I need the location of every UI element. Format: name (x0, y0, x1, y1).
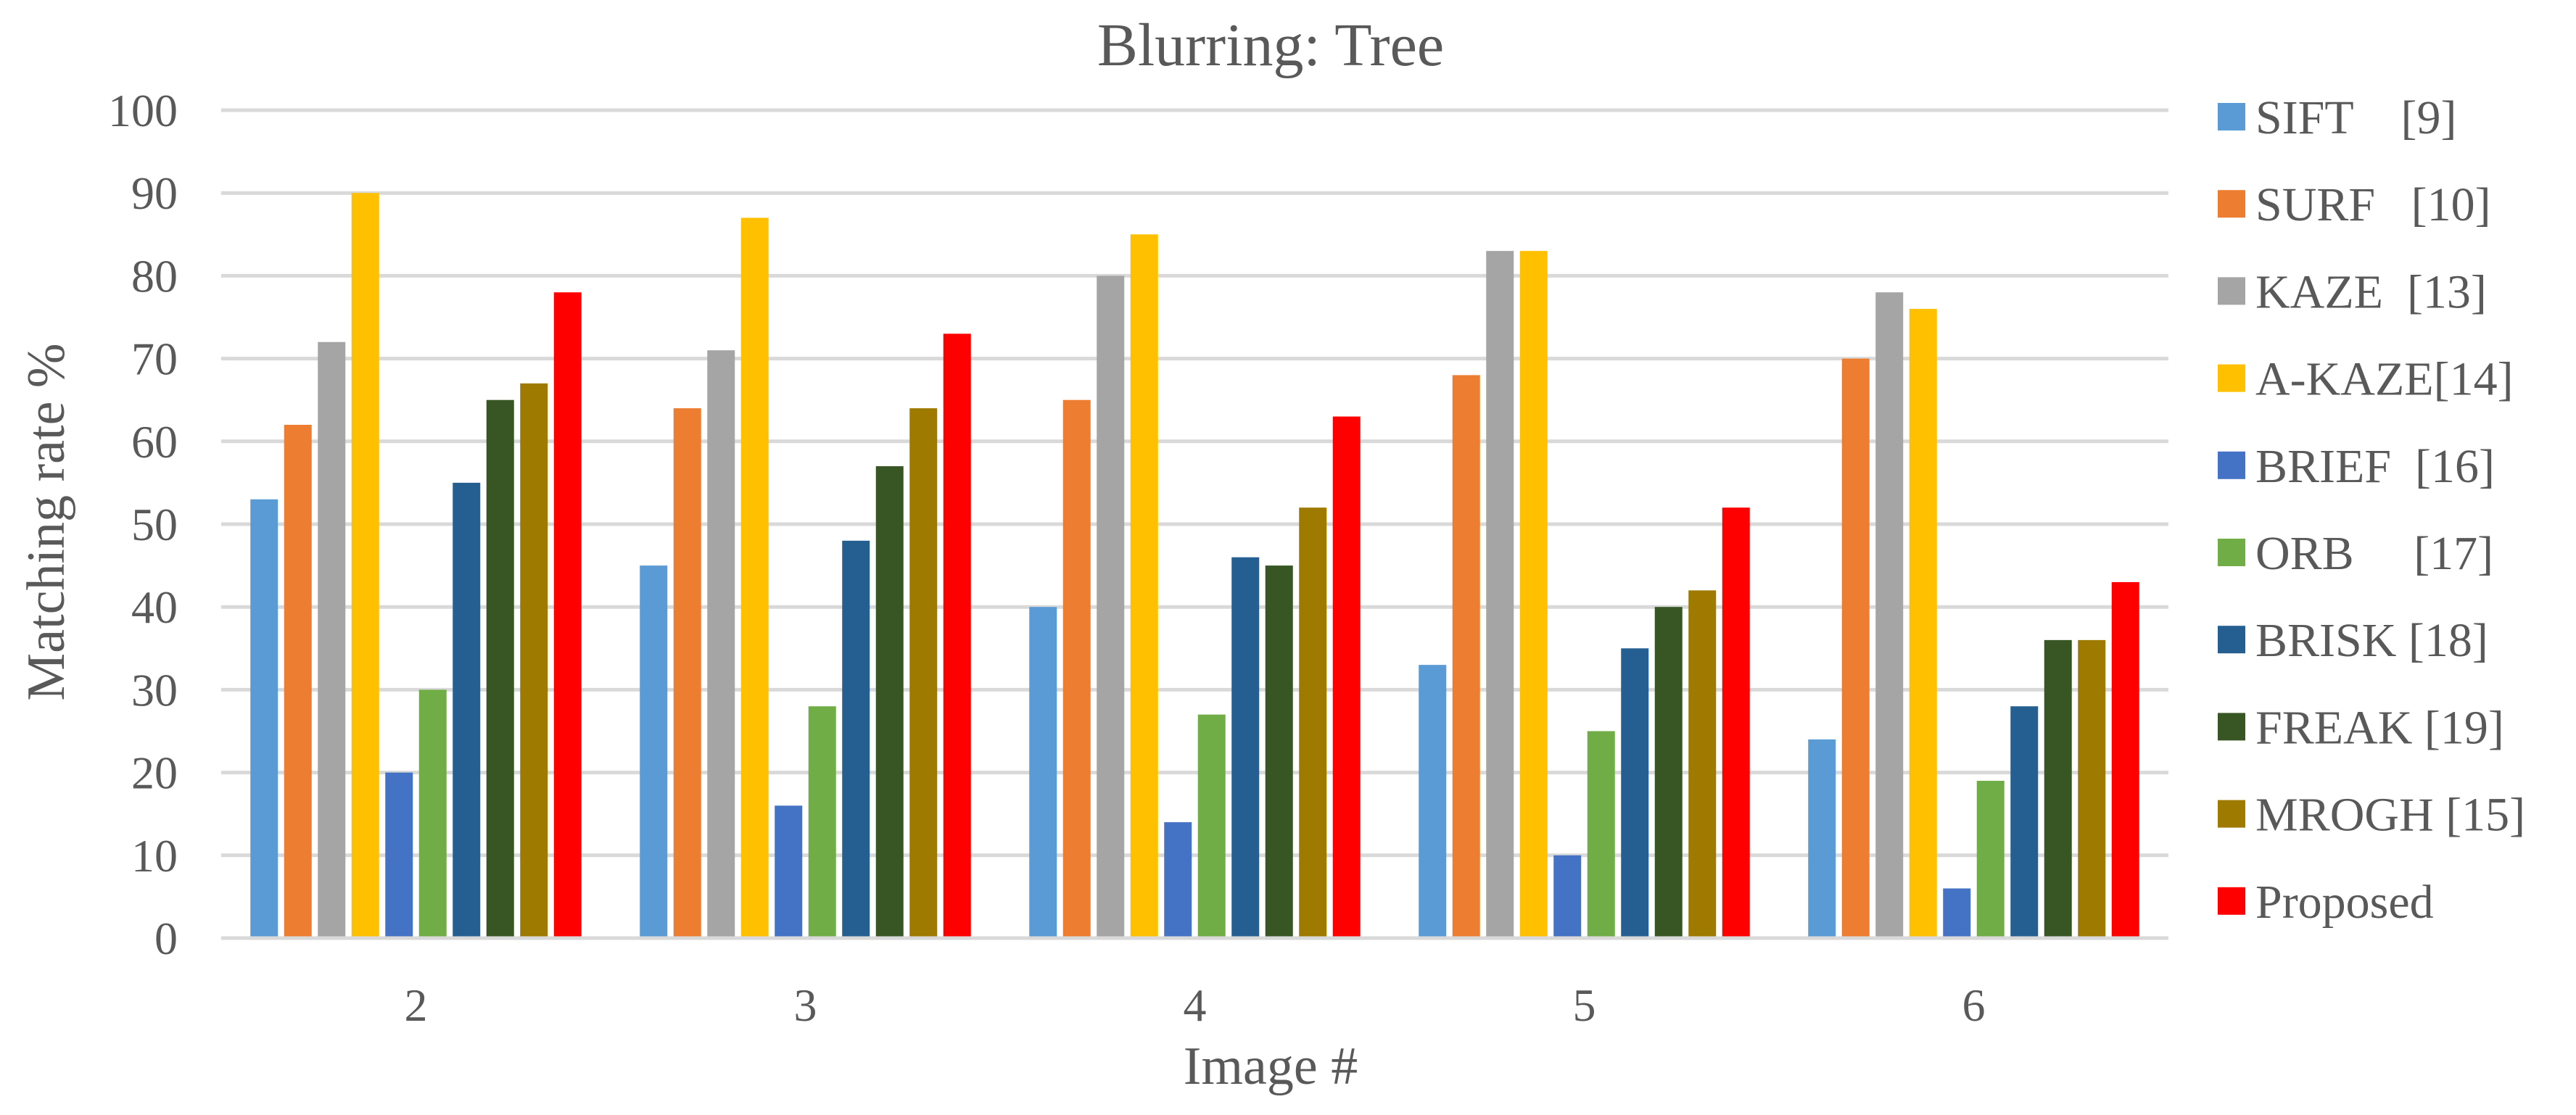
bar (640, 565, 668, 938)
chart-title: Blurring: Tree (1097, 12, 1444, 79)
bar (1976, 781, 2005, 938)
legend-swatch (2218, 887, 2245, 915)
bar (2010, 706, 2039, 938)
bar (1841, 358, 1870, 939)
bar (1197, 714, 1226, 938)
y-axis-label: Matching rate % (17, 343, 76, 700)
bar (1486, 251, 1514, 938)
bar (875, 466, 904, 938)
y-tick-label: 100 (108, 85, 178, 136)
y-tick-label: 0 (154, 913, 178, 964)
y-tick-label: 50 (131, 499, 178, 550)
legend: SIFT [9] SURF [10] KAZE [13] A-KAZE[14] BRIE… (2218, 91, 2525, 929)
y-tick-label: 30 (131, 664, 178, 716)
bars (250, 193, 2139, 939)
bar (1130, 234, 1158, 938)
bar (1231, 557, 1260, 938)
bar (707, 350, 735, 938)
bar (318, 341, 346, 938)
legend-swatch (2218, 626, 2245, 654)
bar (1621, 648, 1649, 938)
bar (842, 540, 870, 938)
bar (2078, 639, 2106, 938)
y-tick-label: 40 (131, 581, 178, 633)
legend-swatch (2218, 277, 2245, 305)
bar (1808, 739, 1836, 938)
x-tick-label: 4 (1184, 979, 1207, 1031)
legend-label: BRIEF [16] (2255, 440, 2495, 493)
bar (1587, 731, 1615, 938)
bar (740, 217, 769, 939)
legend-label: BRISK [18] (2255, 614, 2488, 667)
legend-label: SURF [10] (2255, 178, 2491, 231)
bar (909, 408, 938, 938)
x-tick-label: 6 (1962, 979, 1986, 1031)
legend-label: MROGH [15] (2255, 789, 2525, 842)
bar (1097, 275, 1125, 938)
bar (1519, 251, 1548, 938)
y-tick-label: 60 (131, 416, 178, 468)
bar (1909, 309, 1937, 939)
legend-swatch (2218, 190, 2245, 218)
y-tick-label: 20 (131, 747, 178, 799)
x-tick-label: 5 (1573, 979, 1596, 1031)
bar (1553, 855, 1582, 938)
bar (1943, 888, 1971, 938)
y-axis-ticks: 0 10 20 30 40 50 60 70 80 90 100 (108, 85, 178, 964)
bar (1419, 665, 1447, 938)
bar (553, 292, 582, 938)
legend-swatch (2218, 364, 2245, 392)
bar (1654, 607, 1683, 938)
x-tick-label: 2 (405, 979, 428, 1031)
legend-label: Proposed (2255, 876, 2434, 929)
legend-label: KAZE [13] (2255, 265, 2487, 318)
bar (1452, 375, 1480, 938)
bar (1029, 607, 1057, 938)
bar (673, 408, 701, 938)
legend-swatch (2218, 103, 2245, 130)
y-tick-label: 90 (131, 167, 178, 219)
bar (1164, 822, 1192, 938)
x-axis-label: Image # (1184, 1037, 1358, 1096)
bar (385, 772, 413, 938)
y-tick-label: 10 (131, 830, 178, 882)
bar (520, 383, 548, 938)
legend-label: SIFT [9] (2255, 91, 2456, 144)
y-tick-label: 70 (131, 333, 178, 385)
bar (1332, 416, 1361, 938)
bar (808, 706, 836, 938)
legend-swatch (2218, 539, 2245, 566)
bar (2044, 639, 2072, 938)
bar (2111, 581, 2139, 938)
bar (250, 499, 278, 938)
bar (1299, 507, 1327, 938)
bar (418, 689, 447, 938)
legend-label: FREAK [19] (2255, 701, 2504, 754)
bar (486, 399, 514, 938)
legend-swatch (2218, 800, 2245, 828)
bar (775, 805, 803, 938)
bar (351, 193, 379, 939)
legend-swatch (2218, 713, 2245, 741)
bar (1875, 292, 1904, 938)
bar (943, 333, 971, 939)
bar (453, 482, 481, 938)
bar (284, 424, 312, 938)
legend-label: A-KAZE[14] (2255, 353, 2514, 406)
x-axis-ticks: 2 3 4 5 6 (405, 979, 1986, 1031)
legend-label: ORB [17] (2255, 527, 2493, 580)
y-tick-label: 80 (131, 250, 178, 302)
bar (1688, 590, 1717, 938)
bar (1722, 507, 1750, 938)
x-tick-label: 3 (794, 979, 817, 1031)
bar (1062, 399, 1091, 938)
legend-swatch (2218, 451, 2245, 479)
bar (1265, 565, 1293, 938)
